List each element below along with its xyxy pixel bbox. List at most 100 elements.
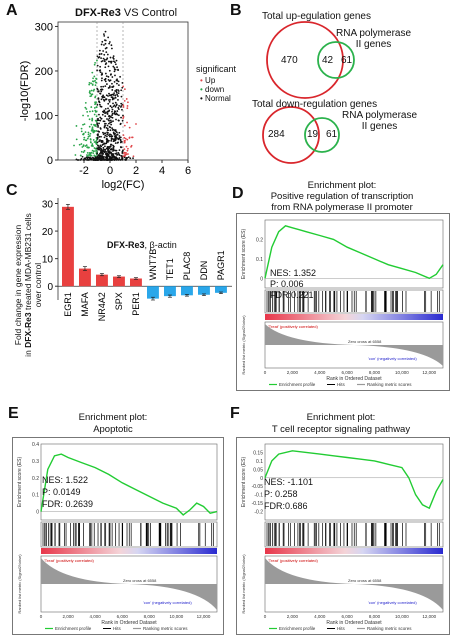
volcano-point bbox=[97, 97, 100, 99]
gsea-e-ytick-label: 0.2 bbox=[32, 476, 39, 482]
volcano-point bbox=[87, 159, 89, 161]
volcano-point bbox=[87, 133, 90, 136]
volcano-point bbox=[101, 77, 103, 80]
volcano-point bbox=[99, 92, 101, 95]
volcano-xtick-label: 2 bbox=[133, 165, 139, 177]
volcano-point bbox=[90, 106, 93, 108]
volcano-point bbox=[126, 105, 129, 107]
gsea-d-legend-hits: Hits bbox=[337, 382, 345, 387]
gsea-d-xtick-label: 8,000 bbox=[369, 370, 381, 375]
volcano-point bbox=[104, 42, 107, 45]
volcano-point bbox=[95, 81, 97, 84]
volcano-point bbox=[109, 56, 112, 59]
volcano-point bbox=[80, 157, 83, 160]
volcano-point bbox=[115, 138, 117, 141]
gsea-f-svg: -0.2 -0.15 -0.1 -0.05 0 0.05 0.1 0.15 Enrichment… bbox=[241, 443, 444, 631]
volcano-point bbox=[98, 100, 100, 102]
bar-egr1 bbox=[62, 206, 74, 287]
gsea-e-es-curve bbox=[40, 453, 218, 516]
volcano-point bbox=[83, 159, 86, 161]
volcano-point bbox=[114, 110, 117, 113]
volcano-point bbox=[130, 145, 132, 148]
gsea-plot-f: -0.2 -0.15 -0.1 -0.05 0 0.05 0.1 0.15 Enrichment… bbox=[236, 437, 450, 635]
volcano-point bbox=[103, 125, 106, 128]
volcano-point bbox=[114, 94, 117, 97]
gsea-e-xtick-label: 2,000 bbox=[62, 614, 74, 619]
volcano-point bbox=[125, 153, 128, 156]
volcano-point bbox=[97, 119, 100, 122]
volcano-point bbox=[93, 154, 96, 157]
volcano-point bbox=[111, 76, 114, 78]
volcano-point bbox=[88, 125, 91, 128]
volcano-point bbox=[127, 153, 129, 155]
volcano-xtick-label: 0 bbox=[107, 165, 113, 177]
volcano-point bbox=[123, 148, 126, 151]
volcano-point bbox=[111, 112, 114, 115]
volcano-point bbox=[104, 80, 107, 83]
volcano-point bbox=[113, 104, 116, 107]
volcano-point bbox=[103, 109, 106, 112]
volcano-point bbox=[94, 103, 96, 106]
volcano-point bbox=[102, 131, 104, 134]
volcano-point bbox=[110, 152, 113, 155]
volcano-point bbox=[75, 158, 78, 161]
volcano-point bbox=[100, 117, 103, 120]
volcano-point bbox=[110, 106, 113, 109]
volcano-point bbox=[101, 144, 104, 146]
volcano-point bbox=[81, 155, 84, 158]
venn-up-title: Total up-egulation genes bbox=[262, 11, 371, 22]
gsea-f-ytick-label: 0 bbox=[260, 476, 263, 482]
volcano-point bbox=[121, 119, 124, 122]
volcano-point bbox=[94, 96, 97, 99]
volcano-xtick-label: 4 bbox=[159, 165, 165, 177]
volcano-point bbox=[93, 75, 96, 78]
gsea-plot-e: 0 0.1 0.2 0.3 0.4 Enrichment score (ES) 'Treat… bbox=[12, 437, 224, 635]
volcano-point bbox=[119, 139, 122, 142]
gsea-e-ytick-label: 0.4 bbox=[32, 442, 39, 448]
volcano-point bbox=[94, 124, 97, 126]
gsea-f-title: Enrichment plot: T cell receptor signalin… bbox=[271, 412, 411, 435]
volcano-point bbox=[96, 87, 99, 90]
volcano-point bbox=[123, 154, 126, 157]
volcano-point bbox=[89, 138, 92, 141]
volcano-point bbox=[93, 113, 96, 116]
volcano-point bbox=[106, 156, 109, 158]
panel-letter-e: E bbox=[8, 405, 19, 422]
volcano-point bbox=[109, 129, 112, 132]
volcano-point bbox=[102, 98, 105, 101]
volcano-point bbox=[125, 98, 128, 100]
volcano-point bbox=[108, 135, 111, 138]
volcano-point bbox=[132, 157, 134, 160]
volcano-legend: • Up • down • Normal bbox=[200, 76, 231, 103]
volcano-point bbox=[97, 158, 100, 161]
bar-label-plac8: PLAC8 bbox=[182, 252, 192, 281]
gsea-f-hits bbox=[266, 523, 440, 546]
volcano-point bbox=[75, 125, 78, 127]
gsea-e-rank-pos bbox=[41, 558, 129, 584]
volcano-point bbox=[113, 159, 116, 161]
volcano-point bbox=[93, 141, 96, 143]
volcano-point bbox=[100, 150, 103, 152]
gsea-d-xtick-label: 2,000 bbox=[287, 370, 299, 375]
volcano-point bbox=[102, 152, 104, 155]
volcano-point bbox=[94, 156, 97, 159]
volcano-point bbox=[113, 80, 116, 83]
volcano-point bbox=[115, 156, 118, 159]
volcano-point bbox=[78, 143, 81, 146]
gsea-d-ytick-label: 0.2 bbox=[256, 237, 263, 243]
volcano-point bbox=[107, 132, 109, 134]
volcano-point bbox=[80, 143, 83, 145]
gsea-d-rank-pos bbox=[265, 324, 354, 345]
volcano-point bbox=[94, 79, 96, 82]
volcano-point bbox=[98, 56, 101, 58]
volcano-point bbox=[117, 84, 120, 87]
volcano-point bbox=[107, 146, 110, 149]
volcano-point bbox=[104, 66, 107, 69]
volcano-point bbox=[82, 114, 84, 117]
volcano-point bbox=[112, 55, 115, 58]
volcano-point bbox=[96, 59, 98, 62]
volcano-point bbox=[89, 95, 92, 98]
bar-spx bbox=[113, 276, 125, 287]
volcano-point bbox=[96, 157, 99, 160]
volcano-point bbox=[82, 133, 84, 136]
